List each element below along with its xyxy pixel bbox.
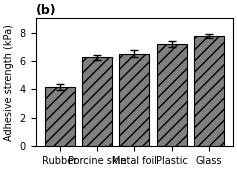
Bar [45,87,74,146]
Bar [82,57,112,146]
Text: (b): (b) [36,4,56,17]
Bar [119,54,149,146]
Bar [194,36,224,146]
Bar [157,44,187,146]
Y-axis label: Adhesive strength (kPa): Adhesive strength (kPa) [4,24,14,141]
